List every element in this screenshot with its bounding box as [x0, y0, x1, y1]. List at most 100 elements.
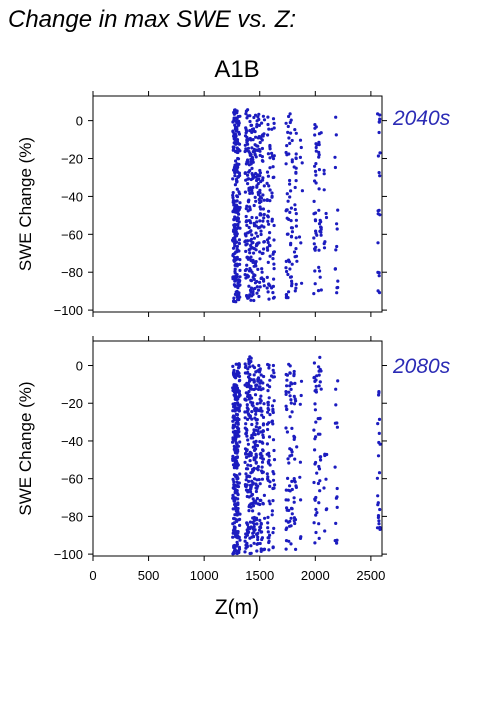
- data-point: [236, 371, 241, 375]
- data-point: [314, 460, 318, 465]
- data-point: [233, 513, 237, 517]
- data-point: [231, 120, 235, 124]
- data-point: [250, 378, 254, 382]
- data-point: [238, 472, 242, 476]
- data-point: [290, 487, 294, 492]
- data-point: [261, 457, 265, 461]
- data-point: [244, 484, 248, 488]
- data-point: [243, 240, 247, 244]
- data-point: [288, 275, 293, 279]
- data-point: [318, 269, 322, 273]
- data-point: [289, 524, 293, 528]
- data-point: [298, 155, 302, 159]
- data-point: [319, 131, 323, 135]
- data-point: [260, 454, 264, 458]
- data-point: [300, 161, 304, 165]
- data-point: [254, 452, 258, 456]
- data-point: [313, 164, 317, 168]
- data-point: [266, 526, 270, 530]
- y-tick-label: 0: [76, 359, 83, 374]
- data-point: [257, 241, 261, 245]
- x-tick-label: 0: [89, 568, 96, 583]
- data-point: [295, 445, 299, 449]
- data-point: [270, 191, 274, 195]
- data-point: [236, 476, 240, 481]
- data-point: [286, 199, 290, 203]
- data-point: [231, 522, 235, 526]
- data-point: [231, 535, 235, 539]
- data-point: [376, 514, 381, 518]
- data-point: [238, 262, 242, 266]
- data-point: [312, 199, 316, 203]
- data-point: [290, 230, 294, 234]
- data-point: [254, 516, 259, 520]
- data-point: [236, 536, 240, 540]
- data-point: [260, 138, 264, 142]
- data-point: [266, 214, 270, 218]
- data-point: [251, 160, 255, 164]
- data-point: [313, 123, 317, 127]
- data-point: [317, 373, 321, 377]
- data-point: [265, 198, 269, 202]
- data-point: [236, 531, 240, 535]
- data-point: [248, 119, 252, 124]
- data-point: [288, 484, 292, 488]
- data-point: [258, 149, 262, 153]
- data-point: [261, 114, 265, 118]
- data-point: [237, 291, 241, 295]
- data-point: [267, 435, 272, 439]
- data-point: [292, 394, 296, 398]
- data-point: [231, 209, 235, 214]
- data-point: [244, 214, 248, 219]
- data-point: [285, 269, 289, 274]
- data-point: [235, 125, 239, 130]
- data-point: [254, 231, 258, 235]
- data-point: [316, 289, 321, 293]
- data-point: [333, 165, 337, 170]
- data-point: [235, 388, 239, 392]
- data-point: [285, 378, 289, 382]
- data-point: [287, 290, 291, 294]
- data-point: [235, 232, 239, 236]
- data-point: [312, 480, 316, 485]
- data-point: [265, 442, 269, 446]
- data-point: [244, 109, 248, 113]
- data-point: [256, 136, 260, 140]
- data-point: [237, 434, 241, 438]
- data-point: [246, 200, 251, 204]
- data-point: [272, 375, 276, 379]
- data-point: [250, 294, 254, 298]
- data-point: [313, 248, 317, 252]
- data-point: [244, 220, 248, 224]
- period-label-2080s: 2080s: [393, 355, 451, 378]
- data-point: [255, 402, 259, 406]
- data-point: [259, 229, 263, 233]
- data-point: [237, 362, 241, 366]
- data-point: [252, 379, 256, 383]
- data-point: [238, 517, 242, 522]
- data-point: [378, 507, 382, 512]
- data-point: [265, 275, 269, 279]
- data-point: [294, 131, 298, 135]
- data-point: [246, 442, 250, 446]
- data-point: [260, 537, 264, 542]
- x-axis-label: Z(m): [214, 596, 260, 619]
- data-point: [271, 407, 275, 411]
- data-point: [292, 500, 296, 504]
- data-point: [234, 300, 238, 304]
- data-point: [258, 171, 262, 175]
- data-point: [243, 416, 247, 420]
- data-point: [254, 482, 258, 486]
- data-point: [234, 437, 238, 441]
- data-point: [246, 438, 250, 442]
- data-point: [249, 451, 253, 455]
- data-point: [297, 235, 302, 239]
- data-point: [234, 544, 238, 548]
- data-point: [260, 270, 264, 274]
- plot-frame: [92, 95, 383, 313]
- data-point: [265, 170, 270, 174]
- data-point: [292, 477, 296, 481]
- data-point: [243, 190, 247, 194]
- data-point: [254, 418, 258, 422]
- data-point: [285, 144, 289, 148]
